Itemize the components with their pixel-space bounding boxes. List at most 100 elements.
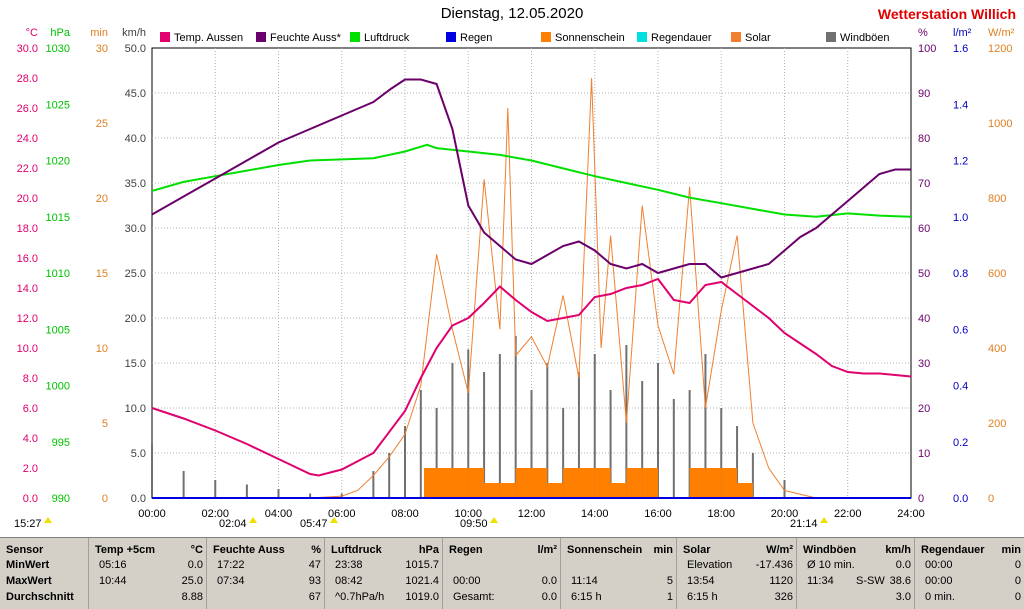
- legend-swatch: [637, 32, 647, 42]
- x-tick-label: 02:00: [201, 508, 229, 520]
- time-marker-icon: [44, 517, 52, 523]
- axis-tick-label: 0.0: [953, 493, 968, 505]
- cell-label: 00:00: [925, 559, 953, 571]
- axis-tick-label: 80: [918, 133, 930, 145]
- legend-label: Regendauer: [651, 32, 712, 44]
- cell-label: 23:38: [335, 559, 363, 571]
- axis-tick-label: 30.0: [125, 223, 146, 235]
- x-tick-label: 08:00: [391, 508, 419, 520]
- time-marker-label: 02:04: [219, 518, 247, 530]
- sunshine-bar: [737, 483, 753, 498]
- axis-tick-label: 0.6: [953, 324, 968, 336]
- legend-swatch: [541, 32, 551, 42]
- axis-tick-label: 45.0: [125, 88, 146, 100]
- cell-value: 0: [1014, 591, 1021, 603]
- axis-tick-label: 400: [988, 343, 1006, 355]
- sunshine-bar: [436, 468, 453, 498]
- column-unit: min: [653, 544, 673, 556]
- column-header: Solar: [683, 544, 711, 556]
- sunshine-bar: [499, 483, 516, 498]
- time-marker-label: 09:50: [460, 518, 488, 530]
- axis-tick-label: 1025: [46, 99, 70, 111]
- axis-tick-label: 25.0: [125, 268, 146, 280]
- column-unit: hPa: [418, 544, 439, 556]
- cell-label: 11:14: [571, 575, 598, 587]
- stats-column: Temp +5cm °C 05:16 0.0 10:44 25.0 8.88: [88, 538, 207, 609]
- cell-label: 07:34: [217, 575, 245, 587]
- cell-value: 1019.0: [405, 591, 439, 603]
- cell-label: 0 min.: [925, 591, 955, 603]
- axis-tick-label: 8.0: [23, 373, 38, 385]
- stats-table: Sensor MinWert MaxWert Durchschnitt Temp +5c…: [0, 537, 1024, 609]
- cell-label: 10:44: [99, 575, 127, 587]
- axis-tick-label: 15: [96, 268, 108, 280]
- stats-column: Luftdruck hPa 23:38 1015.7 08:42 1021.4 ^0.7hP…: [324, 538, 443, 609]
- sunshine-bar: [423, 468, 440, 498]
- axis-tick-label: 14.0: [17, 283, 38, 295]
- column-header: Feuchte Auss: [213, 544, 285, 556]
- column-unit: %: [311, 544, 321, 556]
- axis-tick-label: 10: [96, 343, 108, 355]
- axis-tick-label: 1000: [46, 381, 70, 393]
- axis-tick-label: 30.0: [17, 43, 38, 55]
- axis-tick-label: 1.6: [953, 43, 968, 55]
- x-tick-label: 06:00: [328, 508, 356, 520]
- weather-chart: °C 0.0 2.0 4.0 6.0 8.0 10.0 12.0 14.0 16.0 18.0 20.…: [14, 27, 1015, 530]
- sunshine-bar: [626, 468, 643, 498]
- cell-value: 326: [774, 591, 793, 603]
- axis-tick-label: 16.0: [17, 253, 38, 265]
- legend-label: Luftdruck: [364, 32, 410, 44]
- stats-column: Windböen km/h Ø 10 min. 0.0 11:34 S-SW 38.6 3.0: [796, 538, 915, 609]
- axis-tick-label: 0.8: [953, 268, 968, 280]
- legend-label: Temp. Aussen: [174, 32, 243, 44]
- cell-label: Ø 10 min.: [807, 559, 855, 571]
- axis-tick-label: 5: [102, 418, 108, 430]
- sunshine-bar: [452, 468, 469, 498]
- axis-tick-label: 0.4: [953, 381, 968, 393]
- axis-tick-label: 35.0: [125, 178, 146, 190]
- axis-tick-label: 800: [988, 193, 1006, 205]
- pressure-line: [151, 143, 912, 218]
- x-tick-label: 16:00: [644, 508, 672, 520]
- legend-swatch: [731, 32, 741, 42]
- time-marker-label: 05:47: [300, 518, 328, 530]
- axis-tick-label: 30: [96, 43, 108, 55]
- axis-tick-label: 30: [918, 358, 930, 370]
- axis-tick-label: 0.0: [131, 493, 146, 505]
- axis-tick-label: 40: [918, 313, 930, 325]
- axis-tick-label: 100: [918, 43, 936, 55]
- axis-tick-label: 0: [102, 493, 108, 505]
- cell-label: 00:00: [925, 575, 953, 587]
- column-header: Temp +5cm: [95, 544, 156, 556]
- axis-tick-label: 70: [918, 178, 930, 190]
- cell-label: MaxWert: [6, 575, 52, 587]
- cell-value: 93: [308, 575, 321, 587]
- cell-label: Durchschnitt: [6, 591, 74, 603]
- legend-label: Windböen: [840, 32, 890, 44]
- humidity-line: [151, 78, 911, 279]
- axis-unit-label: %: [918, 27, 928, 39]
- cell-value: 38.6: [889, 575, 911, 587]
- axis-tick-label: 1020: [46, 156, 70, 168]
- cell-label: 17:22: [217, 559, 245, 571]
- time-marker-icon: [249, 517, 257, 523]
- axis-tick-label: 1.0: [953, 212, 968, 224]
- time-marker-icon: [820, 517, 828, 523]
- axis-tick-label: 22.0: [17, 163, 38, 175]
- sunshine-bar: [468, 468, 485, 498]
- column-header: Sensor: [6, 544, 44, 556]
- station-name: Wetterstation Willich: [877, 6, 1016, 22]
- column-header: Regen: [449, 544, 483, 556]
- axis-tick-label: 1015: [46, 212, 70, 224]
- cell-value: 1015.7: [405, 559, 439, 571]
- legend-label: Feuchte Auss*: [270, 32, 342, 44]
- column-header: Luftdruck: [331, 544, 382, 556]
- time-marker-icon: [330, 517, 338, 523]
- axis-tick-label: 6.0: [23, 403, 38, 415]
- temp-line: [151, 277, 912, 477]
- axis-tick-label: 20.0: [125, 313, 146, 325]
- cell-value: 1021.4: [405, 575, 439, 587]
- axis-tick-label: 1005: [46, 324, 70, 336]
- time-marker-label: 21:14: [790, 518, 818, 530]
- sunshine-bar: [531, 468, 548, 498]
